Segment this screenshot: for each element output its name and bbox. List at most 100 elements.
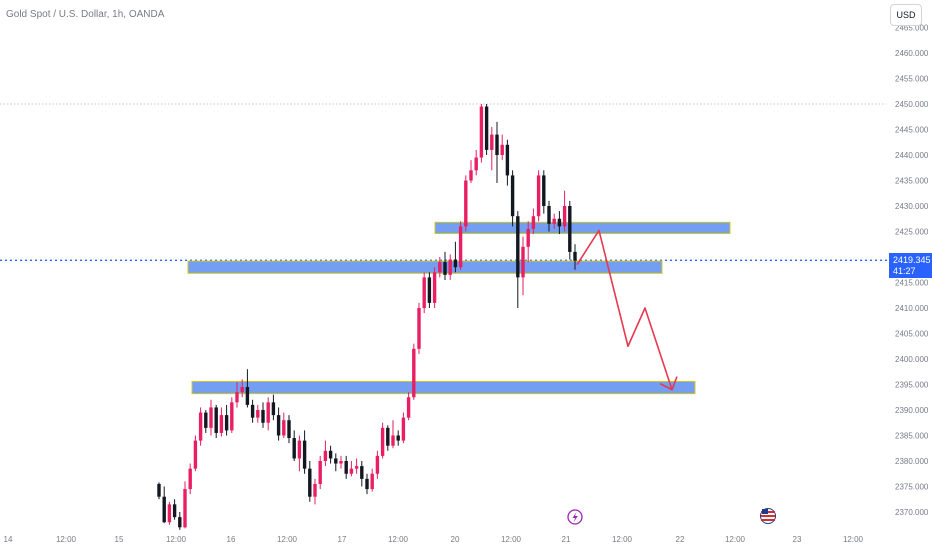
y-tick-label: 2465.000 bbox=[895, 24, 929, 33]
x-tick-label: 12:00 bbox=[725, 535, 746, 544]
candle-body bbox=[547, 206, 551, 224]
candle-body bbox=[448, 259, 452, 275]
y-tick-label: 2405.000 bbox=[895, 330, 929, 339]
candle-12 bbox=[214, 404, 218, 439]
candle-73 bbox=[531, 208, 536, 235]
candle-body bbox=[427, 277, 432, 303]
candle-36 bbox=[339, 455, 343, 469]
candle-68 bbox=[505, 139, 510, 186]
candle-35 bbox=[334, 453, 338, 472]
candle-body bbox=[266, 402, 270, 423]
x-tick-label: 17 bbox=[338, 535, 347, 544]
candle-body bbox=[505, 144, 510, 176]
candle-79 bbox=[562, 190, 567, 232]
candle-67 bbox=[500, 134, 504, 161]
candle-72 bbox=[526, 221, 530, 263]
candle-body bbox=[349, 468, 354, 474]
candle-body bbox=[250, 404, 255, 418]
y-tick-label: 2415.000 bbox=[895, 279, 929, 288]
candle-body bbox=[432, 272, 437, 303]
candle-50 bbox=[412, 343, 416, 400]
candle-body bbox=[453, 259, 458, 268]
candle-80 bbox=[568, 200, 572, 260]
x-tick-label: 23 bbox=[793, 535, 802, 544]
candle-body bbox=[552, 218, 556, 224]
y-tick-label: 2390.000 bbox=[895, 406, 929, 415]
x-tick-label: 12:00 bbox=[388, 535, 409, 544]
candle-body bbox=[162, 496, 166, 523]
candle-body bbox=[469, 170, 473, 181]
candle-60 bbox=[464, 175, 468, 232]
candle-body bbox=[531, 216, 536, 229]
currency-button[interactable]: USD bbox=[890, 4, 922, 26]
candle-body bbox=[562, 206, 567, 227]
candle-body bbox=[401, 417, 406, 441]
candle-body bbox=[219, 415, 224, 433]
candle-body bbox=[422, 277, 426, 308]
candle-59 bbox=[458, 221, 463, 270]
candle-body bbox=[282, 420, 286, 436]
candle-countdown: 41:27 bbox=[893, 266, 916, 276]
y-tick-label: 2370.000 bbox=[895, 508, 929, 517]
candle-19 bbox=[250, 399, 255, 423]
candle-3 bbox=[167, 501, 172, 525]
candle-body bbox=[172, 504, 177, 518]
candle-body bbox=[287, 420, 291, 439]
y-tick-label: 2375.000 bbox=[895, 483, 929, 492]
candle-body bbox=[360, 466, 364, 479]
candle-65 bbox=[490, 126, 494, 171]
candle-body bbox=[224, 415, 229, 431]
candle-body bbox=[256, 410, 260, 418]
y-tick-label: 2440.000 bbox=[895, 151, 929, 160]
x-tick-label: 14 bbox=[4, 535, 13, 544]
candle-body bbox=[396, 435, 400, 441]
candle-23 bbox=[271, 394, 276, 421]
candle-body bbox=[479, 106, 484, 158]
x-tick-label: 15 bbox=[115, 535, 124, 544]
candle-body bbox=[370, 473, 374, 490]
x-tick-label: 22 bbox=[676, 535, 685, 544]
candle-body bbox=[386, 427, 390, 446]
zone-rect-1 bbox=[434, 221, 731, 235]
candle-69 bbox=[510, 170, 515, 227]
candle-66 bbox=[495, 121, 499, 184]
candle-29 bbox=[302, 430, 307, 474]
candle-21 bbox=[261, 402, 265, 428]
candle-55 bbox=[438, 257, 442, 278]
candle-7 bbox=[188, 463, 192, 495]
candle-body bbox=[188, 468, 192, 490]
candle-body bbox=[308, 468, 312, 497]
candle-5 bbox=[178, 512, 182, 530]
candle-40 bbox=[360, 461, 364, 487]
candle-56 bbox=[443, 251, 447, 280]
candle-body bbox=[438, 262, 442, 273]
candle-body bbox=[302, 440, 307, 469]
candle-61 bbox=[469, 160, 473, 184]
candle-body bbox=[344, 461, 348, 474]
y-tick-label: 2445.000 bbox=[895, 126, 929, 135]
candle-46 bbox=[391, 420, 395, 449]
event-lightning-icon[interactable] bbox=[567, 509, 583, 525]
y-tick-label: 2460.000 bbox=[895, 49, 929, 58]
us-flag-event-icon[interactable] bbox=[760, 508, 776, 524]
candle-body bbox=[235, 392, 239, 403]
candle-64 bbox=[484, 104, 489, 155]
candle-10 bbox=[204, 410, 208, 433]
candle-6 bbox=[183, 481, 187, 529]
candle-27 bbox=[292, 430, 296, 461]
candle-41 bbox=[365, 473, 369, 495]
x-tick-label: 16 bbox=[227, 535, 236, 544]
y-tick-label: 2435.000 bbox=[895, 177, 929, 186]
candle-24 bbox=[276, 407, 281, 441]
candle-body bbox=[292, 438, 296, 459]
candle-body bbox=[261, 410, 265, 423]
projection-arrowhead bbox=[659, 376, 678, 391]
candle-53 bbox=[427, 272, 432, 308]
candle-body bbox=[391, 435, 395, 446]
candle-body bbox=[334, 458, 338, 464]
candle-1 bbox=[157, 482, 161, 500]
candle-body bbox=[495, 134, 499, 155]
candle-30 bbox=[308, 461, 312, 502]
candle-body bbox=[516, 216, 520, 278]
